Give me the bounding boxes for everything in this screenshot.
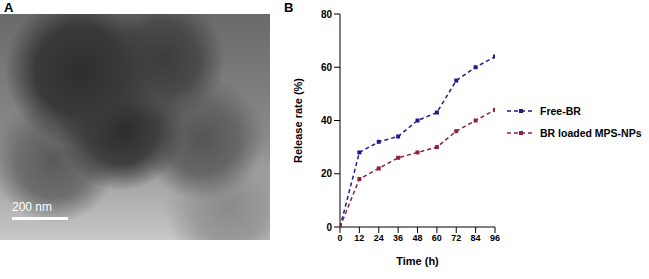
- svg-text:40: 40: [321, 115, 333, 126]
- svg-text:0: 0: [326, 222, 332, 233]
- svg-text:24: 24: [374, 233, 384, 243]
- svg-text:12: 12: [354, 233, 364, 243]
- svg-text:80: 80: [321, 9, 333, 20]
- html-text:200 nm: 200 nm: [12, 200, 52, 214]
- svg-text:60: 60: [432, 233, 442, 243]
- svg-text:72: 72: [451, 233, 461, 243]
- svg-text:36: 36: [393, 233, 403, 243]
- html-text:B: B: [284, 0, 294, 15]
- html-text:BR loaded MPS-NPs: BR loaded MPS-NPs: [540, 127, 642, 139]
- html-text:A: A: [4, 0, 14, 15]
- svg-text:Release rate (%): Release rate (%): [292, 78, 304, 163]
- svg-text:84: 84: [471, 233, 481, 243]
- svg-text:Time (h): Time (h): [396, 255, 439, 267]
- html-text:Free-BR: Free-BR: [540, 105, 581, 117]
- svg-text:48: 48: [412, 233, 422, 243]
- svg-text:20: 20: [321, 168, 333, 179]
- svg-text:0: 0: [337, 233, 342, 243]
- svg-text:96: 96: [490, 233, 500, 243]
- svg-text:60: 60: [321, 62, 333, 73]
